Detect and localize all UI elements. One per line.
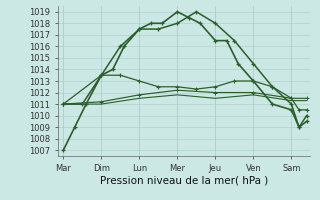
X-axis label: Pression niveau de la mer( hPa ): Pression niveau de la mer( hPa ): [100, 175, 268, 185]
